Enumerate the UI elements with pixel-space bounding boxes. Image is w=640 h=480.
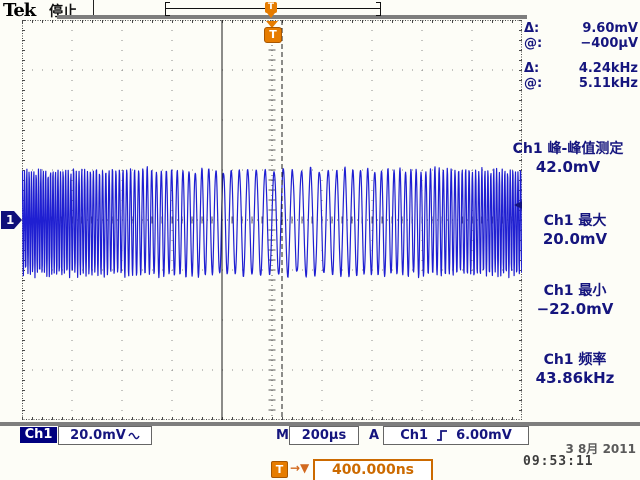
at-label: @: <box>524 76 543 91</box>
delay-trigger-icon: T <box>271 461 288 478</box>
tek-logo: Tek <box>3 0 36 21</box>
time-display: 09:53:11 <box>523 454 594 469</box>
delta-label: Δ: <box>524 21 540 36</box>
delta-value: 9.60mV <box>582 21 638 36</box>
delta-label: Δ: <box>524 61 540 76</box>
date-display: 3 8月 2011 <box>565 442 636 456</box>
at-label: @: <box>524 36 543 51</box>
measurement-label: Ch1 最大 <box>543 213 607 229</box>
trigger-source: Ch1 <box>400 428 429 443</box>
at-value: 5.11kHz <box>578 76 638 91</box>
bottom-gray-bar <box>0 422 640 426</box>
delta-value: 4.24kHz <box>578 61 638 76</box>
measurement-value: 42.0mV <box>535 158 601 176</box>
top-gray-bar <box>57 15 527 19</box>
trigger-level-marker <box>514 201 522 209</box>
channel1-badge: Ch1 <box>20 427 57 443</box>
top-separator <box>93 0 94 16</box>
measurement-pkpk: Ch1 峰-峰值测定 42.0mV <box>503 140 633 176</box>
channel1-scale: 20.0mV <box>70 428 126 443</box>
trigger-position-arrow-icon <box>266 21 278 28</box>
record-trigger-arrow-icon <box>267 13 275 18</box>
rising-edge-icon <box>437 430 448 441</box>
measurement-max: Ch1 最大 20.0mV <box>510 212 640 248</box>
trigger-label: A <box>369 428 380 443</box>
record-trigger-icon: T <box>265 2 277 13</box>
measurement-label: Ch1 最小 <box>543 283 607 299</box>
measurement-freq: Ch1 频率 43.86kHz <box>510 351 640 387</box>
measurement-value: 20.0mV <box>542 230 608 248</box>
record-left-bracket <box>165 2 170 16</box>
record-view-bar: T <box>165 2 381 18</box>
timebase-label: M <box>276 428 289 443</box>
cursor-readout-row: Δ: 4.24kHz <box>524 61 638 76</box>
trigger-delay-box: 400.000ns <box>313 459 433 480</box>
cursor-readout-row: @: 5.11kHz <box>524 76 638 91</box>
measurement-value: 43.86kHz <box>535 369 615 387</box>
trigger-level: 6.00mV <box>456 428 512 443</box>
measurement-label: Ch1 频率 <box>543 352 607 368</box>
trigger-position-icon: T <box>264 27 282 43</box>
trigger-box: Ch1 6.00mV <box>383 426 529 445</box>
timebase-box: 200μs <box>289 426 359 445</box>
delay-arrow-icon: →▼ <box>290 461 310 475</box>
cursor-readout-row: @: −400μV <box>524 36 638 51</box>
measurement-value: −22.0mV <box>536 300 614 318</box>
ac-coupling-icon <box>128 432 140 439</box>
measurement-label: Ch1 峰-峰值测定 <box>512 141 624 157</box>
graticule-waveform-display <box>22 20 522 420</box>
measurement-min: Ch1 最小 −22.0mV <box>510 282 640 318</box>
channel1-ground-marker: 1 <box>1 211 22 229</box>
record-right-bracket <box>376 2 381 16</box>
at-value: −400μV <box>580 36 638 51</box>
cursor-readout-row: Δ: 9.60mV <box>524 21 638 36</box>
channel1-scale-box: 20.0mV <box>58 426 152 445</box>
ch1-trace <box>22 166 522 279</box>
